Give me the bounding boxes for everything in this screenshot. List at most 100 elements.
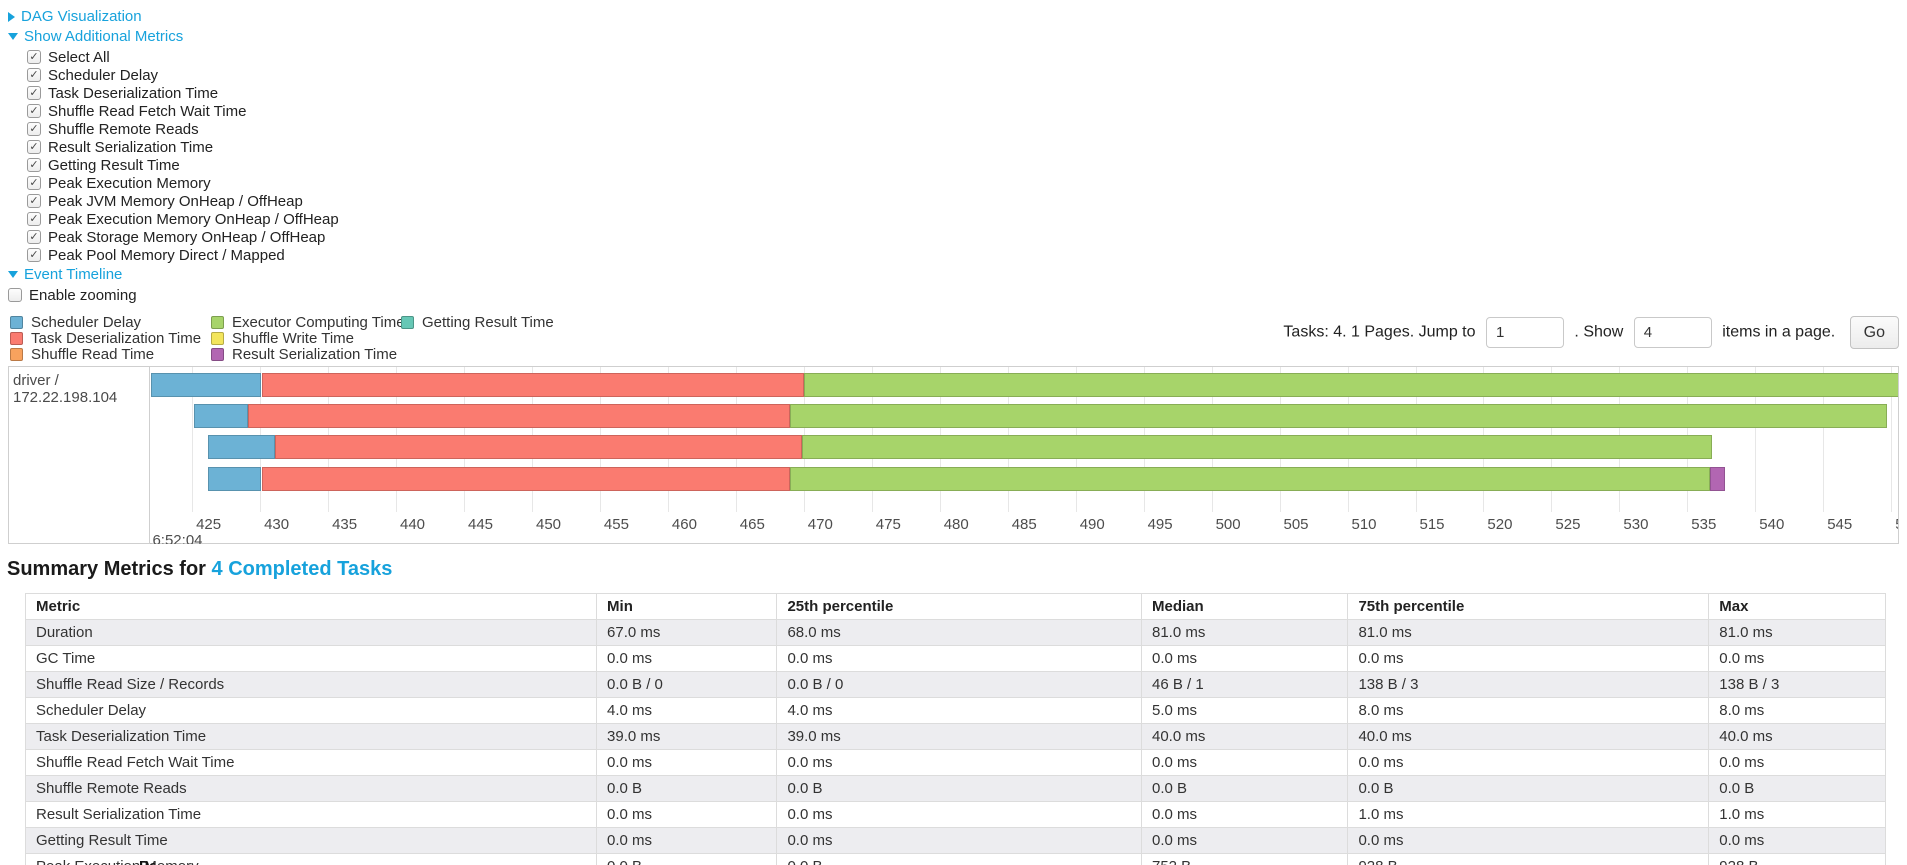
metric-name-cell: Task Deserialization Time	[24, 723, 598, 750]
metric-checkbox-label: Task Deserialization Time	[48, 84, 219, 102]
task-segment-executor-computing-time[interactable]	[802, 435, 1712, 459]
axis-tick-label: 475	[875, 516, 901, 533]
metric-value-cell: 0.0 B	[776, 775, 1142, 802]
legend-label: Task Deserialization Time	[31, 330, 202, 347]
task-segment-task-deserialization-time[interactable]	[261, 467, 791, 491]
event-timeline-toggle[interactable]: Event Timeline	[8, 266, 1907, 283]
metric-value-cell: 1.0 ms	[1708, 801, 1886, 828]
metric-value-cell: 1.0 ms	[1347, 801, 1710, 828]
metric-name-cell: Shuffle Read Size / Records	[24, 671, 598, 698]
task-segment-executor-computing-time[interactable]	[790, 404, 1888, 428]
task-segment-task-deserialization-time[interactable]	[275, 435, 803, 459]
metric-name-cell: Shuffle Remote Reads	[24, 775, 598, 802]
summary-column-header: 25th percentile	[776, 593, 1142, 620]
axis-tick-label: 535	[1691, 516, 1717, 533]
metric-checkbox[interactable]: ✓	[27, 194, 41, 208]
dag-visualization-toggle[interactable]: DAG Visualization	[8, 8, 1907, 25]
gridline	[192, 367, 194, 512]
task-segment-scheduler-delay[interactable]	[193, 404, 248, 428]
legend-swatch-icon	[10, 316, 23, 329]
enable-zooming-row: Enable zooming	[8, 286, 1907, 304]
show-additional-metrics-toggle[interactable]: Show Additional Metrics	[8, 28, 1907, 45]
axis-tick-label: 455	[603, 516, 629, 533]
task-segment-task-deserialization-time[interactable]	[247, 404, 791, 428]
task-segment-scheduler-delay[interactable]	[208, 435, 275, 459]
axis-tick-label: 525	[1555, 516, 1581, 533]
metric-value-cell: 81.0 ms	[1140, 619, 1349, 646]
metric-value-cell: 928 B	[1347, 853, 1710, 865]
task-segment-executor-computing-time[interactable]	[803, 373, 1898, 397]
legend-swatch-icon	[10, 332, 23, 345]
metric-checkbox[interactable]: ✓	[27, 158, 41, 172]
legend-swatch-icon	[401, 316, 414, 329]
summary-column-header: Metric	[24, 593, 598, 620]
task-segment-result-serialization-time[interactable]	[1710, 467, 1726, 491]
metric-checkbox[interactable]: ✓	[27, 68, 41, 82]
metric-checkbox[interactable]: ✓	[27, 140, 41, 154]
jump-to-page-input[interactable]	[1485, 317, 1564, 348]
metric-value-cell: 0.0 ms	[596, 801, 778, 828]
event-timeline-chart: driver / 172.22.198.104 425 430 435 440 445 4…	[8, 366, 1899, 544]
summary-table-row: Shuffle Read Fetch Wait Time 0.0 ms 0.0 ms…	[24, 749, 1886, 776]
metric-checkbox[interactable]: ✓	[27, 122, 41, 136]
enable-zooming-label: Enable zooming	[29, 286, 137, 304]
metric-value-cell: 752 B	[1140, 853, 1349, 865]
summary-table-row: Shuffle Read Size / Records 0.0 B / 0 0.0 …	[24, 671, 1886, 698]
expanded-arrow-icon	[8, 271, 18, 278]
items-per-page-input[interactable]	[1633, 317, 1712, 348]
timeline-plot-area[interactable]	[150, 367, 1898, 512]
summary-column-header: Median	[1140, 593, 1349, 620]
gridline	[1891, 367, 1893, 512]
metric-checkbox-row: ✓ Task Deserialization Time	[27, 84, 1907, 102]
axis-tick-label: 490	[1079, 516, 1105, 533]
metric-value-cell: 0.0 ms	[1347, 827, 1710, 854]
metric-checkbox[interactable]: ✓	[27, 176, 41, 190]
legend-pagination-row: Scheduler Delay Task Deserialization Time…	[8, 312, 1899, 363]
metric-value-cell: 0.0 ms	[776, 827, 1142, 854]
task-segment-task-deserialization-time[interactable]	[261, 373, 804, 397]
summary-table-row: Duration 67.0 ms 68.0 ms 81.0 ms 81.0 ms 81.0…	[24, 619, 1886, 646]
task-segment-executor-computing-time[interactable]	[790, 467, 1711, 491]
completed-tasks-link[interactable]: 4 Completed Tasks	[211, 558, 393, 580]
metric-checkbox[interactable]: ✓	[27, 86, 41, 100]
metric-checkbox-row: ✓ Shuffle Remote Reads	[27, 120, 1907, 138]
legend-swatch-icon	[211, 332, 224, 345]
task-segment-scheduler-delay[interactable]	[151, 373, 262, 397]
metric-checkbox-row: ✓ Peak JVM Memory OnHeap / OffHeap	[27, 192, 1907, 210]
metric-checkbox[interactable]: ✓	[27, 212, 41, 226]
metric-name-cell: Getting Result Time	[24, 827, 598, 854]
summary-table-row: Shuffle Remote Reads 0.0 B 0.0 B 0.0 B 0.0 B…	[24, 775, 1886, 802]
legend-label: Scheduler Delay	[31, 314, 142, 331]
go-button[interactable]: Go	[1849, 316, 1899, 349]
summary-table-row: Getting Result Time 0.0 ms 0.0 ms 0.0 ms 0.0…	[24, 827, 1886, 854]
metric-checkbox-label: Peak Execution Memory OnHeap / OffHeap	[48, 210, 339, 228]
enable-zooming-checkbox[interactable]	[8, 288, 22, 302]
axis-tick-label: 450	[536, 516, 562, 533]
metric-checkbox-row: ✓ Result Serialization Time	[27, 138, 1907, 156]
legend-swatch-icon	[211, 348, 224, 361]
metric-value-cell: 0.0 B	[776, 853, 1142, 865]
legend-item: Result Serialization Time	[211, 346, 397, 363]
metric-checkbox-row: ✓ Peak Execution Memory OnHeap / OffHeap	[27, 210, 1907, 228]
metric-checkbox-row: ✓ Select All	[27, 48, 1907, 66]
metric-value-cell: 40.0 ms	[1347, 723, 1710, 750]
summary-metrics-table: Metric Min 25th percentile Median 75th perce…	[24, 593, 1886, 865]
metric-checkbox[interactable]: ✓	[27, 104, 41, 118]
gridline	[1823, 367, 1825, 512]
task-segment-scheduler-delay[interactable]	[208, 467, 262, 491]
metric-checkbox[interactable]: ✓	[27, 248, 41, 262]
legend-item: Executor Computing Time	[211, 314, 405, 331]
cropped-next-section-text: Peak JVM Memory OnHeap / OffHeap	[139, 858, 155, 865]
metric-value-cell: 0.0 B	[596, 853, 778, 865]
metric-name-cell: Shuffle Read Fetch Wait Time	[24, 749, 598, 776]
metric-value-cell: 0.0 ms	[1140, 749, 1349, 776]
collapsed-arrow-icon	[8, 11, 15, 22]
metric-value-cell: 928 B	[1708, 853, 1886, 865]
metric-checkbox[interactable]: ✓	[27, 50, 41, 64]
expanded-arrow-icon	[8, 33, 18, 40]
axis-tick-label: 545	[1827, 516, 1853, 533]
metric-checkbox[interactable]: ✓	[27, 230, 41, 244]
metric-value-cell: 0.0 ms	[776, 801, 1142, 828]
timeline-legend: Scheduler Delay Task Deserialization Time…	[8, 312, 608, 363]
